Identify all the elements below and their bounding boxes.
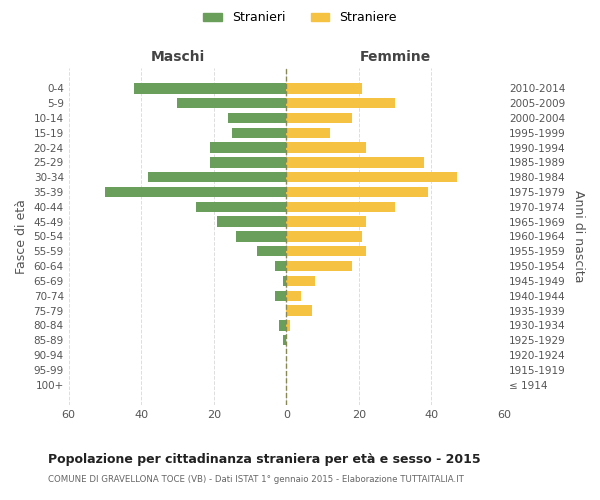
Bar <box>286 128 330 138</box>
Bar <box>105 187 286 197</box>
Bar <box>286 202 395 212</box>
Bar <box>257 246 286 256</box>
Bar <box>286 216 366 227</box>
Bar <box>279 320 286 330</box>
Text: COMUNE DI GRAVELLONA TOCE (VB) - Dati ISTAT 1° gennaio 2015 - Elaborazione TUTTA: COMUNE DI GRAVELLONA TOCE (VB) - Dati IS… <box>48 475 464 484</box>
Legend: Stranieri, Straniere: Stranieri, Straniere <box>198 6 402 29</box>
Bar <box>283 276 286 286</box>
Text: Popolazione per cittadinanza straniera per età e sesso - 2015: Popolazione per cittadinanza straniera p… <box>48 452 481 466</box>
Bar <box>148 172 286 182</box>
Bar <box>283 335 286 345</box>
Bar <box>134 83 286 94</box>
Bar <box>286 320 290 330</box>
Y-axis label: Anni di nascita: Anni di nascita <box>572 190 585 282</box>
Bar <box>286 172 457 182</box>
Bar <box>286 83 362 94</box>
Bar <box>210 142 286 153</box>
Bar <box>286 276 316 286</box>
Bar <box>236 232 286 241</box>
Bar <box>286 290 301 301</box>
Bar <box>232 128 286 138</box>
Bar <box>286 157 424 168</box>
Bar <box>286 113 352 123</box>
Text: Maschi: Maschi <box>151 50 205 64</box>
Bar <box>286 232 362 241</box>
Text: Femmine: Femmine <box>359 50 431 64</box>
Bar <box>228 113 286 123</box>
Bar <box>286 261 352 272</box>
Bar <box>210 157 286 168</box>
Bar <box>286 142 366 153</box>
Bar <box>178 98 286 108</box>
Bar <box>217 216 286 227</box>
Bar <box>275 261 286 272</box>
Bar <box>286 98 395 108</box>
Bar <box>286 246 366 256</box>
Y-axis label: Fasce di età: Fasce di età <box>15 199 28 274</box>
Bar <box>196 202 286 212</box>
Bar <box>286 306 311 316</box>
Bar <box>286 187 428 197</box>
Bar <box>275 290 286 301</box>
